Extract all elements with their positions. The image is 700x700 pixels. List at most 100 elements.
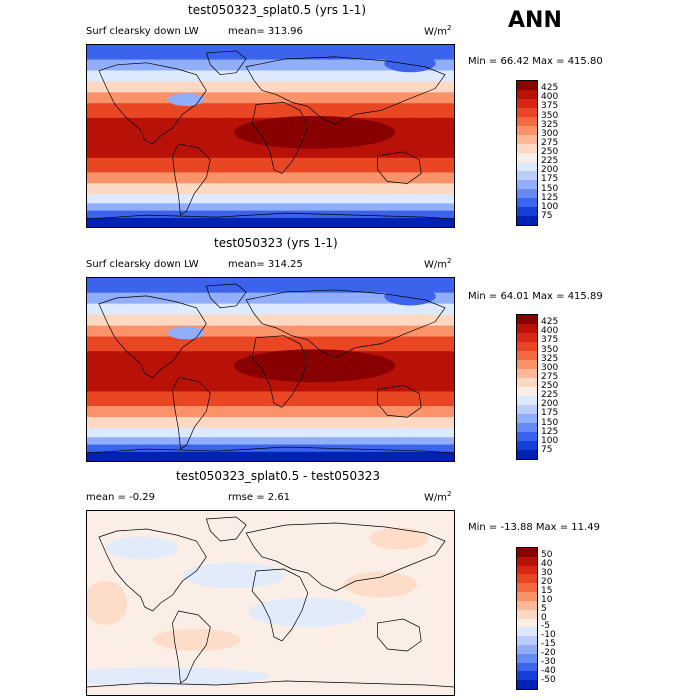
colorbar-tick-label: 30 (541, 567, 553, 578)
panel3-map (86, 510, 455, 696)
greenland-cold (384, 54, 436, 73)
colorbar-band (517, 432, 537, 441)
colorbar-band (517, 117, 537, 126)
colorbar-tick-label: 75 (541, 444, 553, 455)
coastlines (87, 283, 454, 454)
coastline (251, 335, 309, 408)
colorbar-tick-label: 375 (541, 101, 559, 112)
colorbar-band (517, 153, 537, 162)
colorbar-tick-label: 150 (541, 417, 559, 428)
colorbar-tick-label: -5 (541, 621, 550, 632)
coastline (98, 295, 207, 378)
colorbar-band (517, 90, 537, 99)
colorbar-band (517, 653, 537, 663)
colorbar-band (517, 81, 537, 90)
lat-band (87, 437, 454, 446)
colorbar-tick-label: 75 (541, 210, 553, 221)
colorbar-band (517, 450, 537, 459)
coastline (245, 289, 446, 358)
panel2-map (86, 277, 455, 462)
colorbar-tick-label: 40 (541, 558, 553, 569)
colorbar-band (517, 441, 537, 450)
colorbar-tick-label: -30 (541, 657, 556, 668)
coastline (87, 212, 454, 220)
colorbar-tick-label: 225 (541, 156, 559, 167)
lat-band (87, 183, 454, 195)
colorbar-tick-label: 400 (541, 326, 559, 337)
panel2-colorbar (516, 314, 538, 460)
coastline (377, 618, 422, 652)
colorbar-tick-label: 275 (541, 371, 559, 382)
colorbar-band (517, 556, 537, 566)
colorbar-tick-label: 200 (541, 399, 559, 410)
colorbar-band (517, 574, 537, 584)
colorbar-band (517, 662, 537, 672)
colorbar-tick-label: 350 (541, 344, 559, 355)
panel3-field (87, 511, 454, 695)
anomaly-blob (87, 580, 128, 626)
colorbar-tick-label: 325 (541, 119, 559, 130)
panel2-title: test050323 (yrs 1-1) (214, 236, 338, 250)
colorbar-band (517, 171, 537, 180)
coastline (87, 446, 454, 454)
coastline (98, 62, 207, 145)
colorbar-band (517, 324, 537, 333)
panel3-title: test050323_splat0.5 - test050323 (176, 469, 381, 483)
colorbar-band (517, 378, 537, 387)
colorbar-band (517, 680, 537, 689)
anomaly-blob (105, 536, 179, 559)
anomaly-blob (248, 597, 366, 627)
lat-band (87, 59, 454, 71)
colorbar-band (517, 548, 537, 557)
colorbar-band (517, 423, 537, 432)
panel2-units: W/m2 (424, 257, 452, 271)
colorbar-band (517, 609, 537, 619)
colorbar-tick-label: 50 (541, 549, 553, 560)
coastline (98, 528, 207, 612)
colorbar-band (517, 108, 537, 117)
colorbar-band (517, 387, 537, 396)
panel3-units: W/m2 (424, 490, 452, 504)
colorbar-tick-label: 300 (541, 128, 559, 139)
panel3-minmax: Min = -13.88 Max = 11.49 (468, 522, 600, 533)
colorbar-tick-label: 300 (541, 362, 559, 373)
colorbar-band (517, 600, 537, 610)
colorbar-band (517, 162, 537, 171)
colorbar-tick-label: 175 (541, 174, 559, 185)
lat-band (87, 81, 454, 93)
colorbar-band (517, 126, 537, 135)
coastline (251, 102, 309, 175)
anomaly-blob (153, 628, 242, 651)
colorbar-band (517, 618, 537, 628)
lat-band (87, 203, 454, 212)
lat-band (87, 217, 454, 227)
lat-band (87, 45, 454, 61)
coastline (251, 568, 309, 642)
lat-band (87, 194, 454, 204)
warm-pool (233, 349, 396, 383)
colorbar-tick-label: -50 (541, 675, 556, 686)
coastline (172, 143, 211, 216)
colorbar-tick-label: 20 (541, 576, 553, 587)
tibet-cold (167, 93, 205, 106)
lat-band (87, 172, 454, 184)
lat-band (87, 303, 454, 316)
colorbar-tick-label: 375 (541, 335, 559, 346)
colorbar-tick-label: 325 (541, 353, 559, 364)
colorbar-band (517, 583, 537, 593)
coastline (205, 283, 247, 309)
colorbar-tick-label: 10 (541, 594, 553, 605)
field-layer (87, 511, 454, 695)
greenland-cold (384, 287, 436, 306)
anomaly-blob (343, 571, 418, 598)
coastline (377, 151, 422, 184)
lat-band (87, 391, 454, 407)
colorbar-tick-label: 125 (541, 192, 559, 203)
anomaly-blob (369, 527, 429, 550)
coastline (205, 516, 247, 542)
colorbar-band (517, 180, 537, 189)
colorbar-tick-label: 250 (541, 381, 559, 391)
colorbar-tick-label: 150 (541, 183, 559, 194)
colorbar-band (517, 342, 537, 351)
lat-band (87, 314, 454, 327)
